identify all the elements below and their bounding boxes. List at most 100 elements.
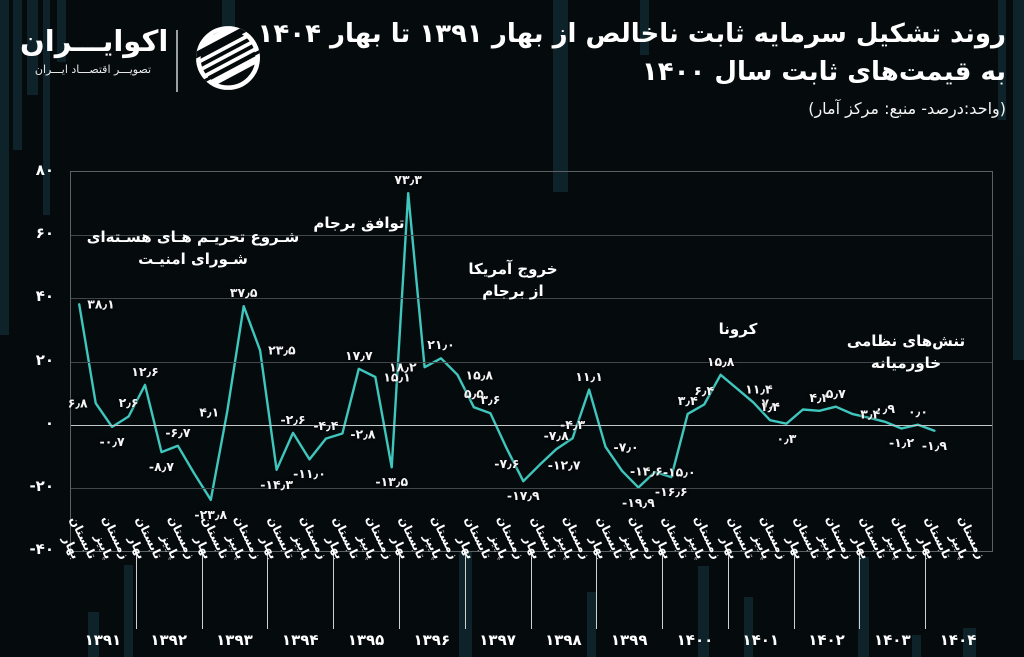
x-year-group: بهار تابستان پاییز زمستان ۱۳۹۸ [521,513,597,651]
x-year-label: ۱۳۹۲ [150,631,187,649]
data-point-label: ۱۵٫۸ [465,367,494,383]
year-separator [267,553,269,629]
x-year-group: بهار تابستان پاییز زمستان ۱۳۹۷ [455,513,531,651]
x-year-group: بهار تابستان پاییز زمستان ۱۴۰۲ [784,513,860,651]
data-point-label: ۱۸٫۲ [389,359,417,375]
year-separator [135,553,137,629]
data-point-label: ۰٫۹ [875,400,896,416]
x-year-group: بهار تابستان پاییز زمستان ۱۳۹۲ [126,513,202,651]
data-point-label: -۱۷٫۹ [506,488,540,504]
data-point-label: ۵٫۵ [463,386,484,402]
event-annotation: شـروع تحریـم هـای هسـته‌ای شـورای امنیـت [86,228,300,268]
data-point-label: ۰٫۰ [908,403,928,419]
data-point-label: ۷۳٫۳ [394,172,422,188]
data-point-label: ۱۱٫۱ [575,368,603,384]
data-point-label: ۲٫۶ [118,395,139,411]
y-tick-label: ۶۰ [35,224,54,243]
data-point-label: ۲۳٫۵ [268,342,296,358]
year-separator [793,553,795,629]
data-point-label: -۲۳٫۸ [194,506,228,522]
year-separator [596,553,598,629]
data-point-label: ۰٫۳ [776,430,797,446]
data-point-label: -۱۴٫۶ [629,463,663,479]
data-point-label: ۶٫۴ [694,383,715,399]
x-year-group: بهار تابستان پاییز زمستان ۱۳۹۴ [258,513,333,651]
data-point-label: -۲٫۶ [280,411,306,427]
x-year-label: ۱۳۹۴ [281,631,319,649]
header: اکوایـــران تصویـــر اقتصـــاد ایـــران … [0,0,1024,160]
data-point-label: ۳۷٫۵ [229,285,258,301]
year-separator [530,553,532,629]
grid-line [71,235,992,237]
data-point-label: ۷٫۰ [761,395,782,411]
event-annotation: توافق برجام [313,214,405,232]
year-separator [201,553,203,629]
x-year-group: بهار تابستان پاییز زمستان ۱۳۹۶ [389,513,465,651]
data-point-label: ۱۱٫۴ [745,381,773,397]
data-point-label: ۳٫۴ [860,406,881,422]
x-year-group: بهار تابستان پاییز زمستان ۱۳۹۱ [60,513,136,651]
trend-line [77,192,936,501]
x-year-label: ۱۳۹۸ [545,631,582,649]
data-point-label: ۳٫۴ [677,392,698,408]
x-year-label: ۱۳۹۳ [216,631,253,649]
x-year-group: بهار تابستان پاییز زمستان ۱۴۰۴ [915,513,991,651]
x-year-label: ۱۳۹۷ [479,631,516,649]
plot-area: ۳۸٫۱ ۶٫۸ -۰٫۷ ۲٫۶ ۱۲٫۶ -۸٫۷ -۶٫۷ -۲۳٫۸ ۴٫۱ ۳۷٫۵ ۲۳… [68,171,993,552]
grid-line [71,487,992,489]
x-year-label: ۱۳۹۶ [413,631,451,649]
x-year-group: بهار تابستان پاییز زمستان ۱۳۹۵ [323,513,399,651]
data-point-label: -۶٫۷ [165,424,191,440]
brand-block: اکوایـــران تصویـــر اقتصـــاد ایـــران [20,24,168,76]
y-tick-label: ۲۰ [35,350,54,369]
data-point-label: -۱٫۲ [888,435,915,451]
brand-tagline: تصویـــر اقتصـــاد ایـــران [34,63,152,76]
x-year-group: بهار تابستان پاییز زمستان ۱۳۹۹ [586,513,662,651]
x-year-label: ۱۴۰۲ [808,631,845,649]
title-block: روند تشکیل سرمایه ثابت ناخالص از بهار ۱۳… [258,16,1007,118]
x-year-group: بهار تابستان پاییز زمستان ۱۳۹۳ [192,513,268,651]
year-separator [398,553,400,629]
data-point-label: -۷٫۸ [543,428,569,444]
x-year-label: ۱۳۹۵ [347,631,385,649]
data-point-label: -۷٫۰ [613,439,639,455]
x-year-label: ۱۴۰۳ [874,631,911,649]
data-point-label: ۱۵٫۸ [706,353,735,369]
data-point-label: ۵٫۷ [825,385,846,401]
y-tick-label: -۲۰ [29,476,54,495]
grid-line [71,298,992,300]
data-point-label: -۲٫۸ [350,426,376,441]
data-point-label: ۳٫۶ [480,392,501,408]
event-annotation: کرونا [718,320,758,338]
y-tick-label: ۰ [44,413,54,432]
data-point-label: -۱۹٫۹ [622,494,655,510]
chart-title-line1: روند تشکیل سرمایه ثابت ناخالص از بهار ۱۳… [257,19,1007,49]
data-point-label: -۱۵٫۰ [662,464,696,480]
data-point-label: -۱۱٫۰ [293,466,326,482]
data-point-label: -۱۶٫۶ [654,484,688,500]
data-point-label: -۰٫۷ [99,433,125,449]
data-point-label: -۸٫۷ [148,459,175,475]
x-year-group: بهار تابستان پاییز زمستان ۱۴۰۳ [850,513,925,651]
year-separator [464,553,466,629]
brand-divider [176,30,178,92]
data-point-label: -۴٫۳ [560,417,586,433]
year-separator [859,553,861,629]
data-point-label: ۳۸٫۱ [87,296,115,312]
data-point-label: ۲۱٫۰ [427,337,455,353]
year-separator [925,553,927,629]
grid-line [71,361,992,363]
ecoiran-logo-icon [190,20,266,96]
x-year-label: ۱۳۹۱ [84,631,122,649]
y-tick-label: ۴۰ [35,287,54,306]
data-point-label: ۱۷٫۷ [345,347,373,363]
x-year-group: بهار تابستان پاییز زمستان ۱۴۰۱ [718,513,794,651]
y-tick-label: ۸۰ [35,161,54,179]
x-year-label: ۱۴۰۱ [742,631,780,649]
data-point-label: -۱۲٫۷ [547,457,581,473]
year-separator [727,553,729,629]
x-year-group: بهار تابستان پاییز زمستان ۱۴۰۰ [652,513,728,651]
data-point-label: -۷٫۶ [494,455,520,471]
data-point-label: ۴٫۱ [199,404,220,420]
